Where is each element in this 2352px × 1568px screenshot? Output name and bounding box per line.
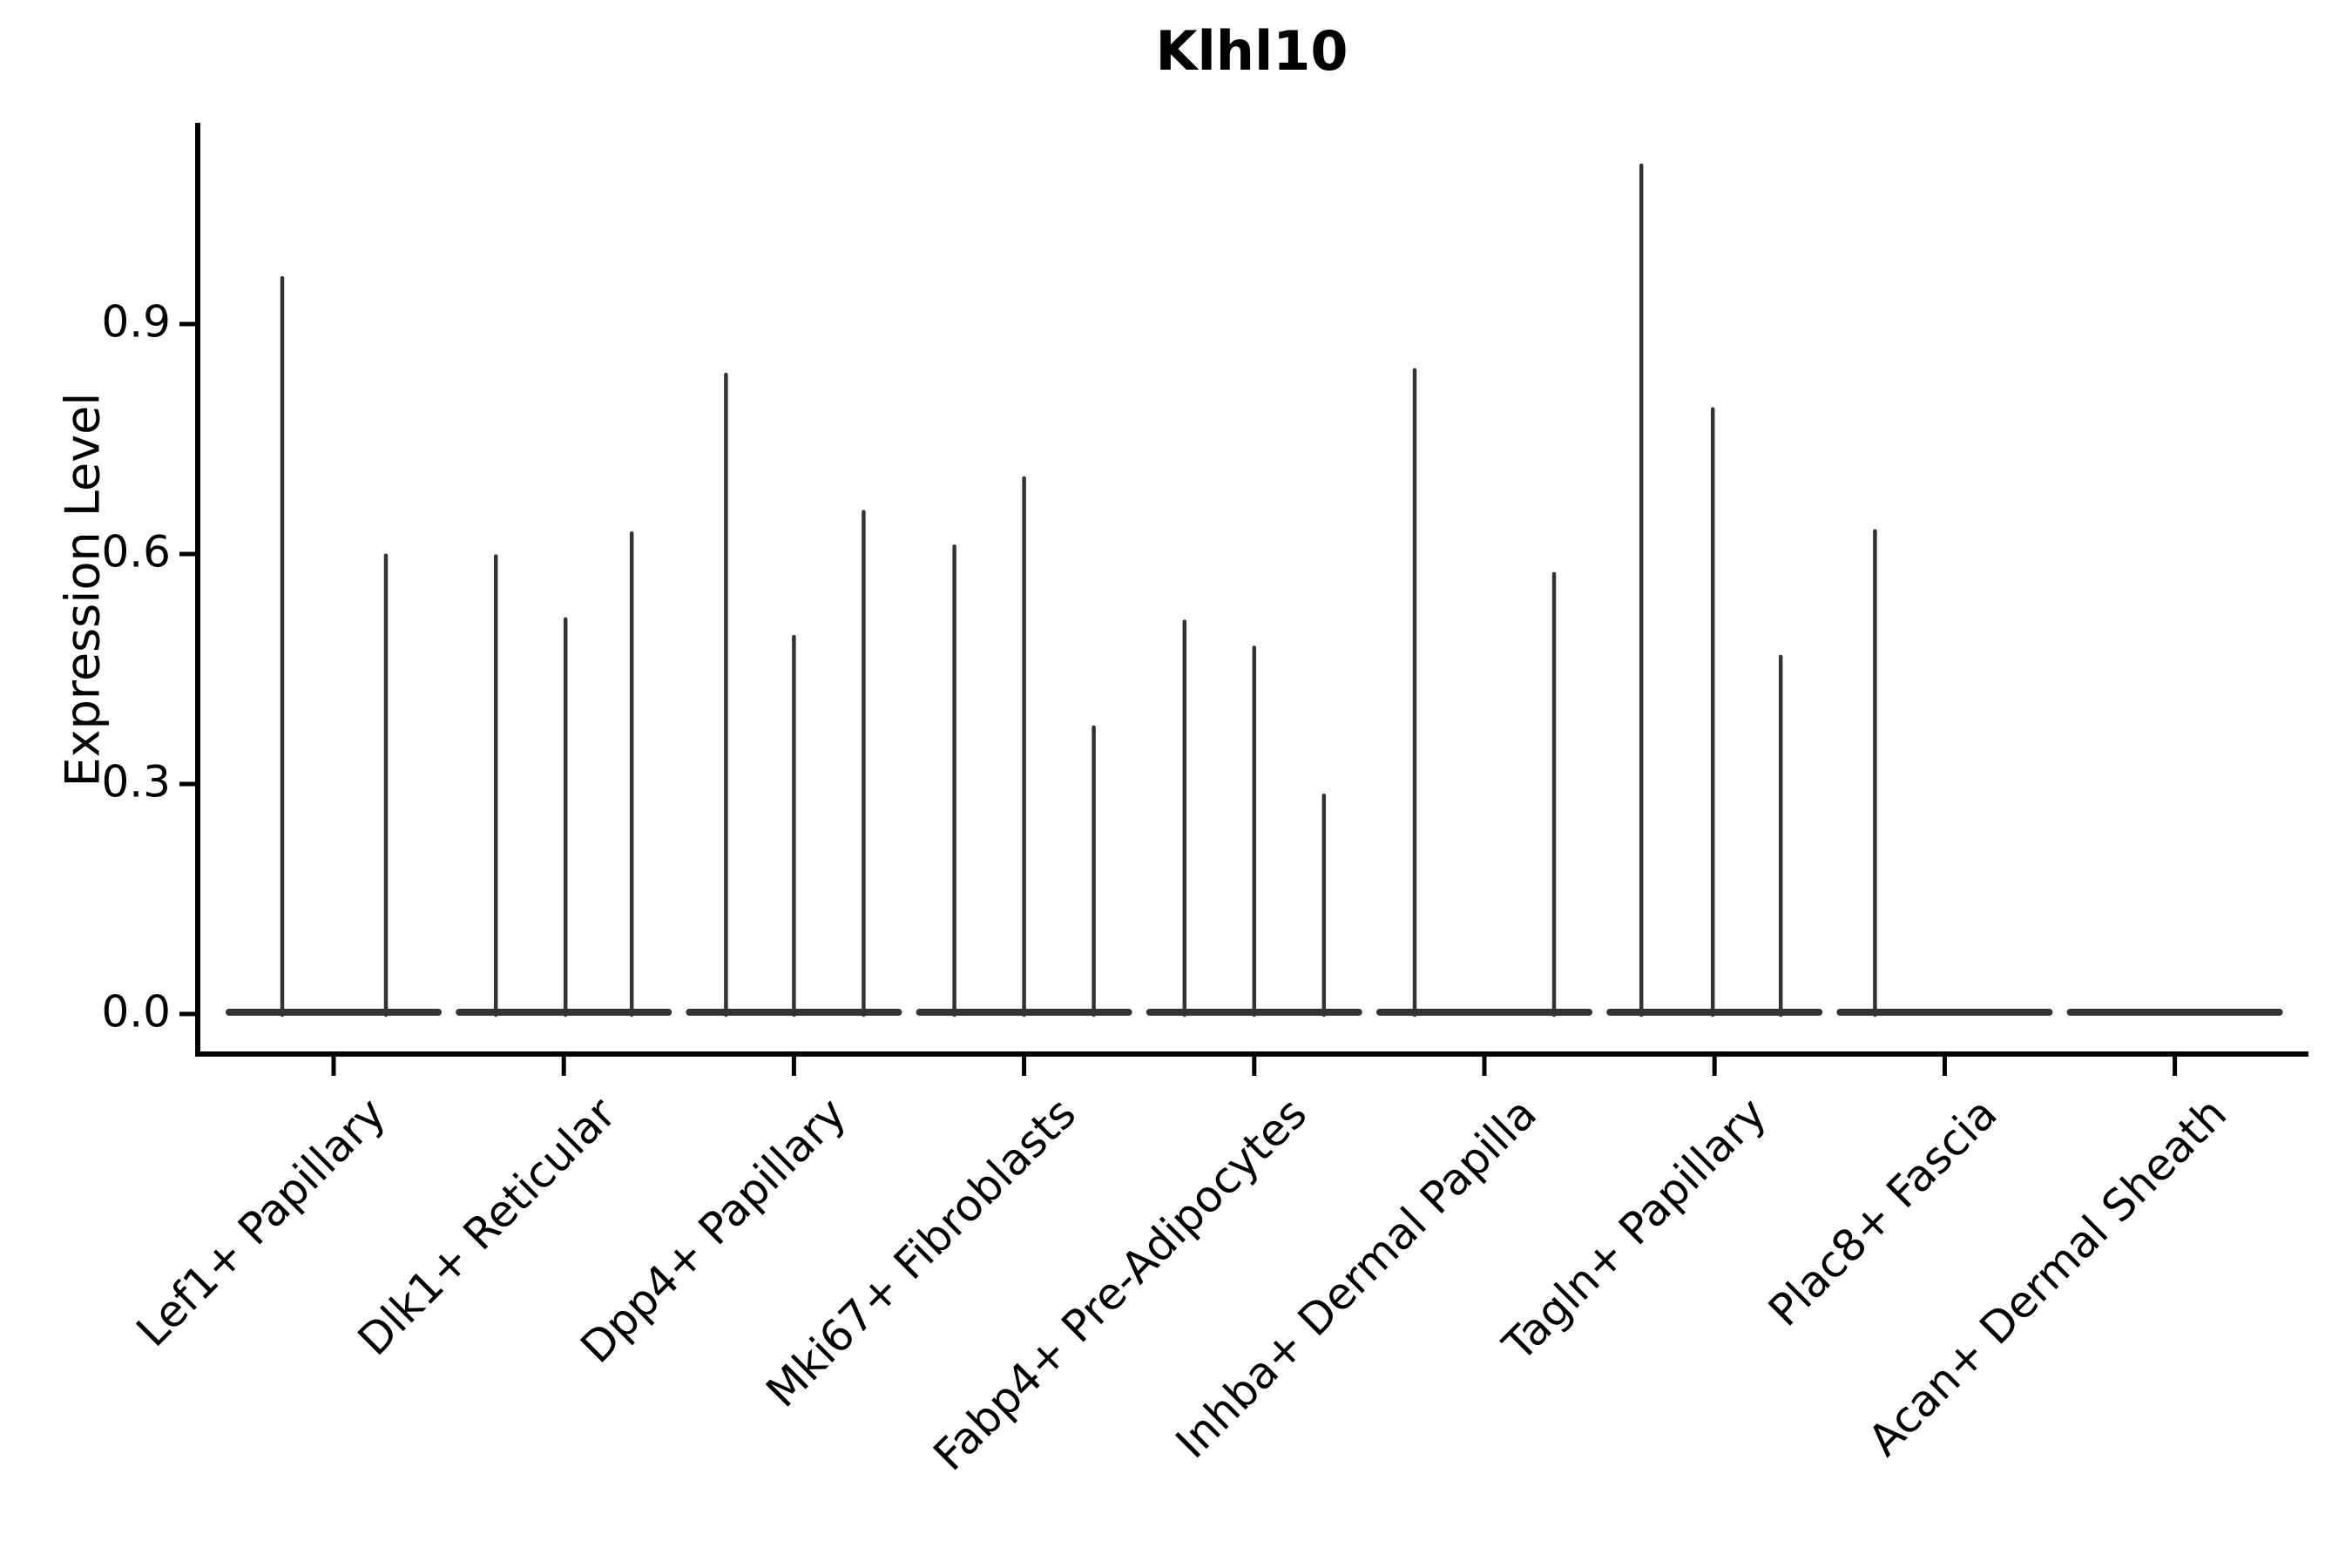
chart-title: Klhl10 [1155,19,1348,83]
y-tick-label: 0.9 [101,296,171,348]
y-tick-label: 0.3 [101,756,171,808]
y-tick-label: 0.0 [101,986,171,1037]
y-tick-label: 0.6 [101,526,171,578]
